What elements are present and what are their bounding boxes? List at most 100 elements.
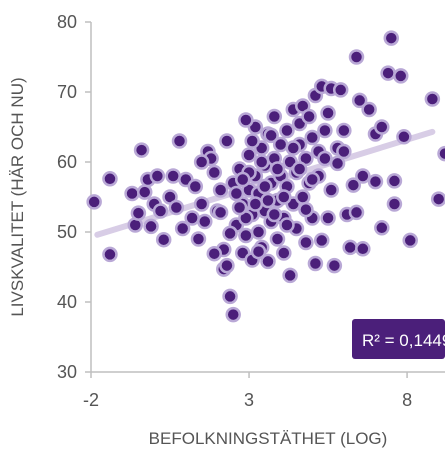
data-point [437,145,445,162]
data-point [219,133,235,149]
data-point [250,243,267,260]
data-point [317,122,333,139]
data-point [298,201,314,218]
data-point [197,213,213,230]
data-point [301,108,317,125]
data-point [143,218,159,235]
data-point [250,224,267,240]
r-squared-text: R² = 0,1449 [362,331,445,350]
data-point [212,204,229,221]
data-point [430,191,445,207]
r-squared-annotation: R² = 0,1449 [352,319,445,359]
data-point [326,257,343,274]
data-point [374,220,390,236]
data-point [102,246,118,263]
data-point [336,122,352,139]
data-point [348,204,365,221]
y-tick-label: 40 [57,292,77,312]
data-point [124,185,140,202]
data-point [383,30,400,46]
data-point [424,91,441,107]
data-point [269,231,286,247]
data-point [304,171,320,188]
data-point [279,122,295,139]
data-point [222,288,238,305]
data-point [206,164,223,181]
x-axis-title: BEFOLKNINGSTÄTHET (LOG) [149,429,388,448]
data-point [253,154,270,170]
x-tick-labels: -2 3 8 [83,372,412,410]
data-point [225,306,241,323]
data-point [320,105,336,121]
data-point [168,199,185,216]
data-point [298,234,314,251]
data-point [222,225,238,242]
data-point [102,171,118,187]
data-point [241,147,257,163]
data-point [304,129,320,146]
y-tick-label: 80 [57,12,77,32]
data-point [295,189,311,205]
data-point [133,142,150,158]
data-point [231,199,248,216]
y-tick-label: 60 [57,152,77,172]
data-point [282,267,298,284]
data-point [402,232,418,249]
data-point [380,65,396,81]
data-point [130,205,147,221]
data-point [345,177,362,193]
data-point [336,143,352,160]
data-point [184,210,200,226]
data-point [238,227,254,244]
data-point [320,210,336,226]
y-tick-label: 50 [57,222,77,242]
data-point [228,185,245,202]
data-point [332,82,349,98]
data-points [86,30,445,323]
data-point [260,192,276,209]
data-point [244,133,260,149]
x-tick-label: 8 [402,390,412,410]
data-point [171,133,188,149]
data-point [206,245,223,262]
data-point [355,168,371,184]
data-point [351,92,368,109]
data-point [396,129,412,145]
data-point [152,203,169,219]
data-point [212,182,229,198]
data-point [266,206,283,223]
data-point [361,101,377,118]
data-point [307,255,324,272]
y-axis-title: LIVSKVALITET (HÄR OCH NU) [8,77,27,316]
data-point [374,119,390,135]
y-tick-labels: 30 40 50 60 70 80 [57,12,91,382]
data-point [187,178,204,195]
y-tick-label: 70 [57,82,77,102]
data-point [234,171,251,188]
data-point [317,150,333,167]
data-point [155,231,172,248]
data-point [313,232,330,249]
data-point [386,173,403,189]
data-point [247,196,264,212]
data-point [193,196,210,212]
x-tick-label: 3 [244,390,254,410]
data-point [165,168,181,184]
data-point [393,68,409,84]
data-point [260,253,276,270]
data-point [269,161,286,177]
data-point [193,154,210,170]
data-point [238,112,254,128]
data-point [266,108,283,125]
data-point [263,127,279,144]
data-point [149,168,166,184]
data-point [386,196,403,212]
data-point [367,173,384,190]
data-point [342,239,358,256]
y-tick-label: 30 [57,362,77,382]
data-point [86,194,102,210]
data-point [329,155,346,172]
data-point [219,257,235,274]
data-point [348,49,365,65]
